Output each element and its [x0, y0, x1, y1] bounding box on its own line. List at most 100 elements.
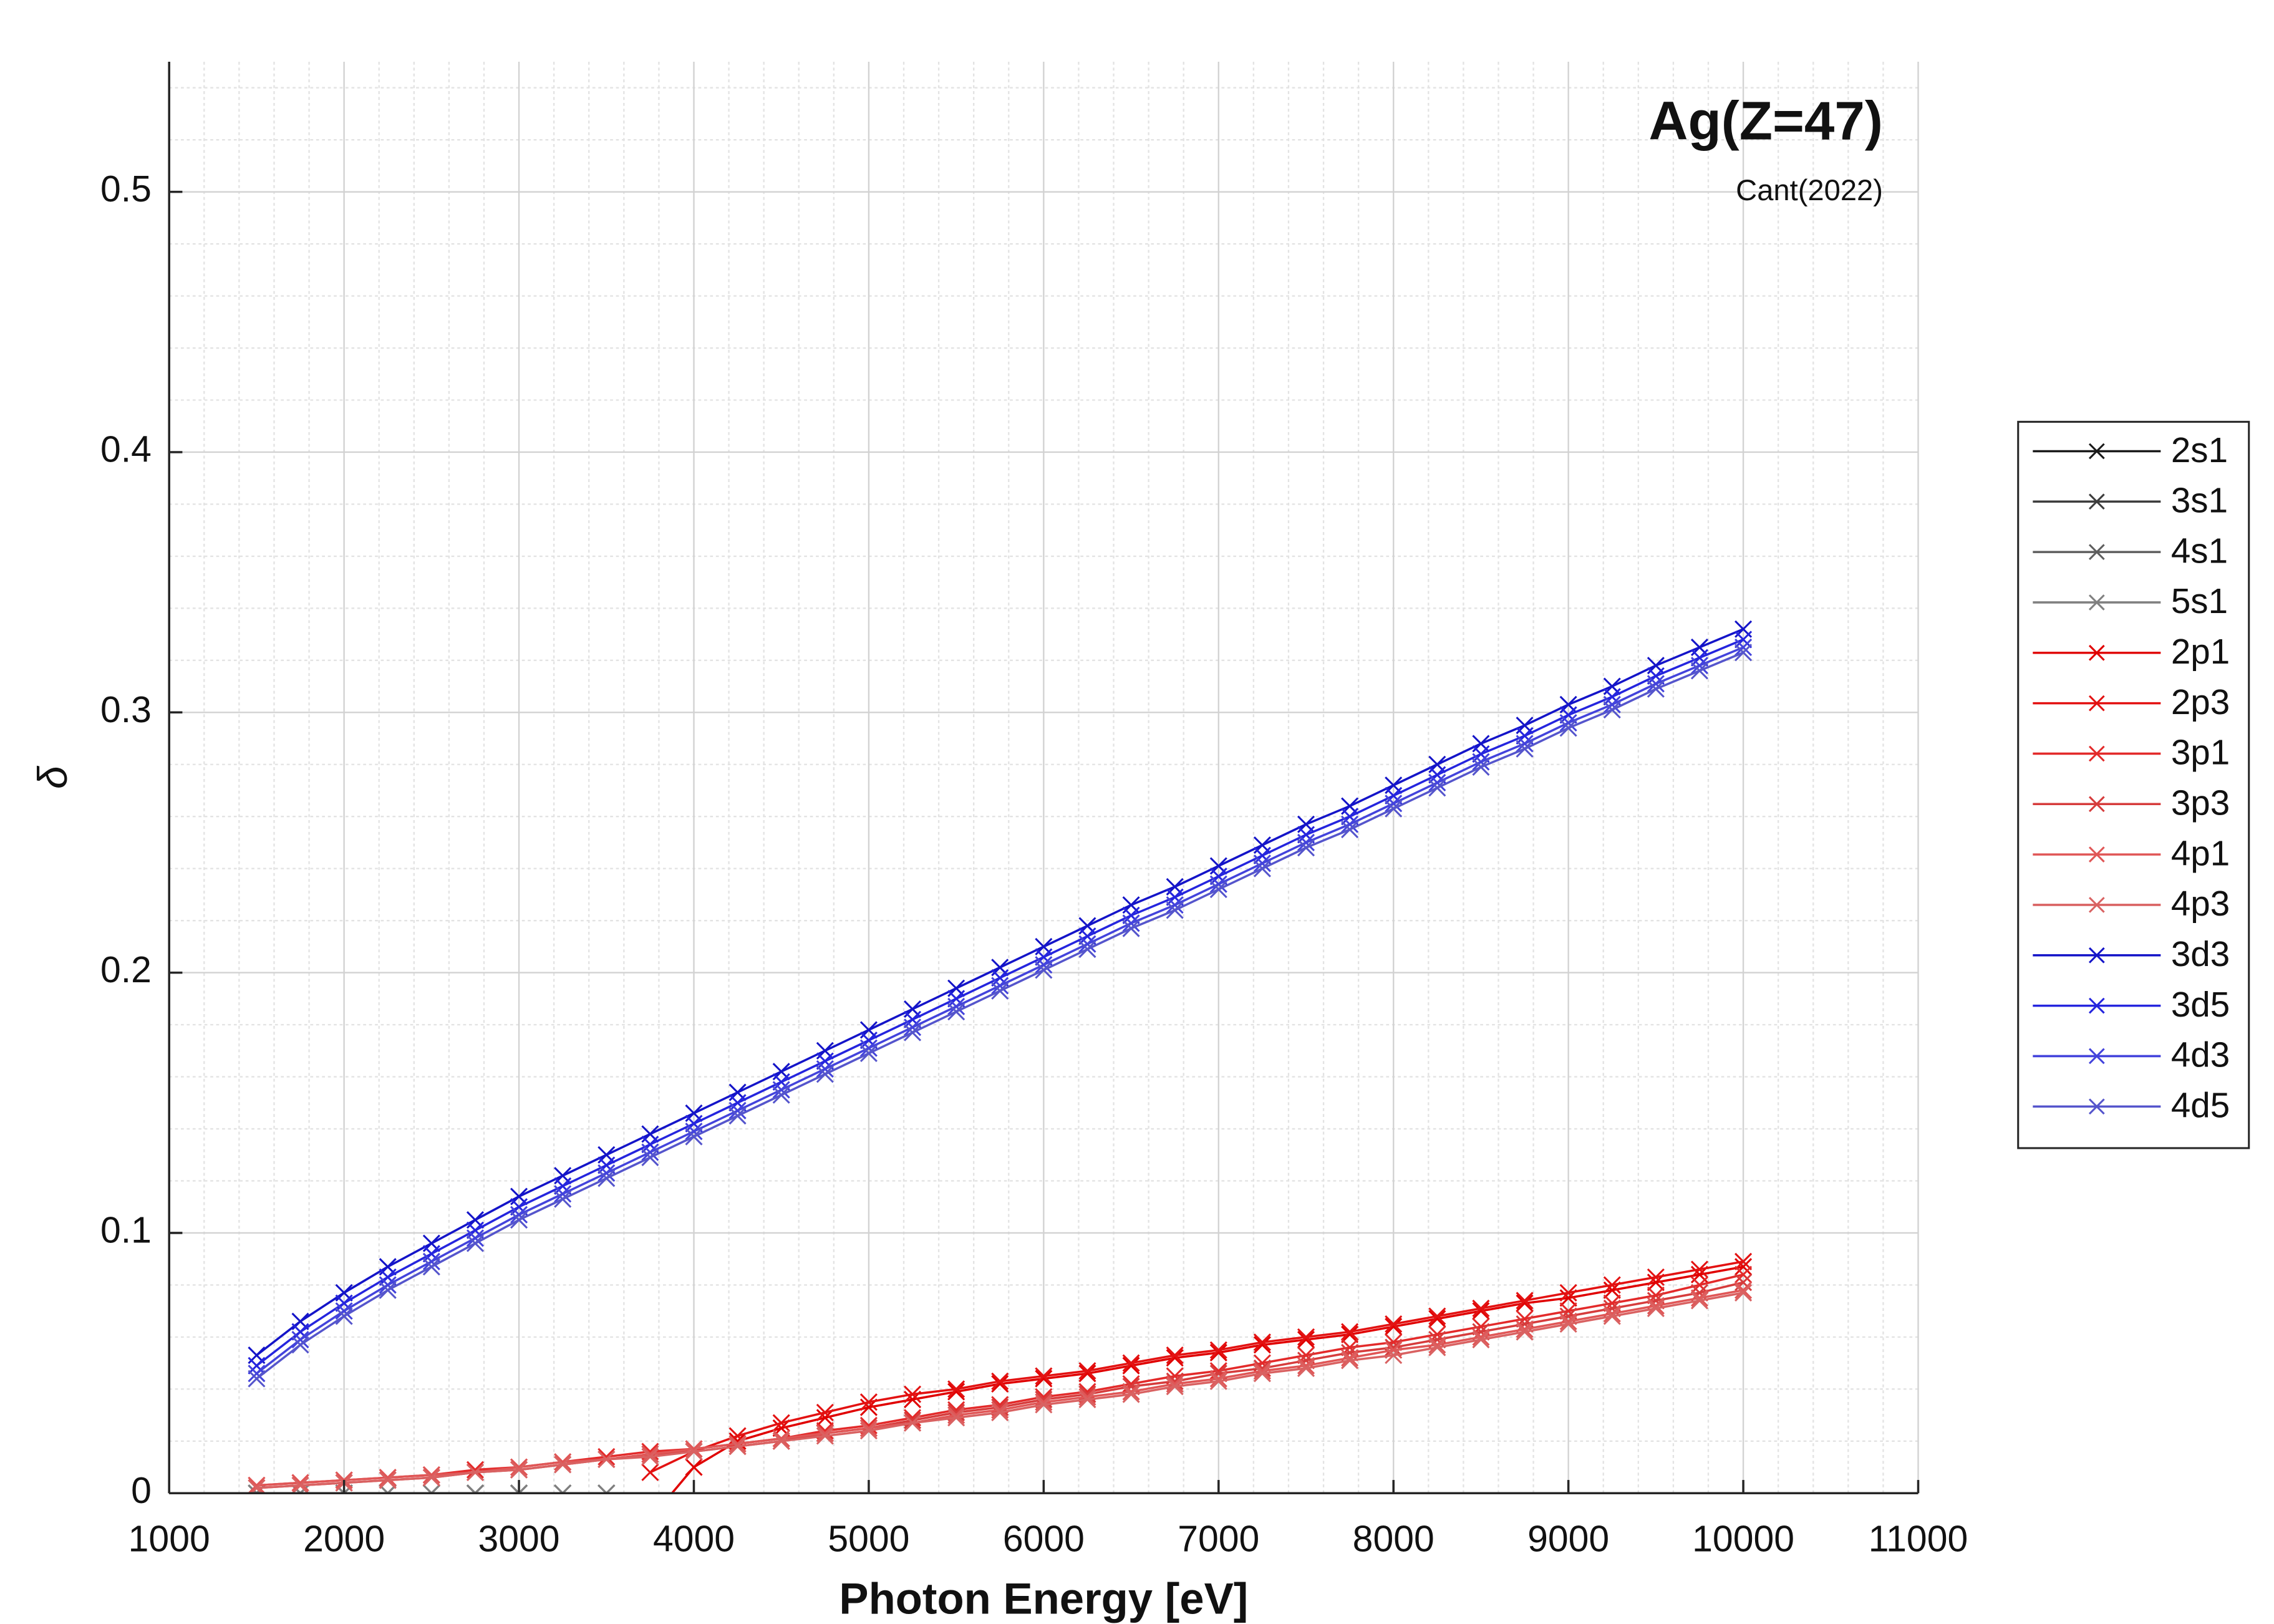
data-marker [248, 1370, 266, 1388]
data-marker [248, 1356, 266, 1375]
data-marker [947, 1383, 965, 1401]
data-marker [1603, 1276, 1621, 1294]
data-marker [248, 1476, 266, 1494]
legend-label: 4s1 [2171, 531, 2228, 570]
data-marker [859, 1422, 878, 1440]
data-marker [1516, 1292, 1534, 1310]
data-marker [598, 1164, 616, 1182]
data-marker [1735, 1283, 1753, 1302]
x-tick-label: 2000 [303, 1519, 385, 1560]
data-marker [1035, 961, 1053, 979]
data-marker [1035, 1367, 1053, 1385]
data-marker [641, 1148, 659, 1166]
data-marker [1122, 1354, 1140, 1372]
data-marker [1209, 1372, 1227, 1390]
x-tick-label: 5000 [828, 1519, 909, 1560]
data-marker [947, 1380, 965, 1398]
data-marker [291, 1474, 309, 1492]
data-marker [859, 1419, 878, 1437]
data-marker [1603, 1307, 1621, 1325]
data-marker [335, 1307, 353, 1325]
data-marker [772, 1414, 790, 1432]
legend-marker [2088, 443, 2105, 460]
legend-label: 3s1 [2171, 481, 2228, 520]
data-marker [1341, 1351, 1359, 1370]
data-marker [1166, 1375, 1184, 1393]
data-marker [1428, 1338, 1446, 1356]
data-marker [1209, 881, 1227, 899]
data-marker [1078, 1388, 1096, 1406]
data-marker [903, 1411, 922, 1429]
data-marker [1735, 638, 1753, 657]
data-marker [598, 1169, 616, 1187]
data-marker [1647, 1297, 1665, 1315]
data-marker [554, 1185, 572, 1203]
data-marker [1428, 1336, 1446, 1354]
data-marker [1735, 1252, 1753, 1270]
x-tick-label: 1000 [128, 1519, 210, 1560]
data-marker [1035, 956, 1053, 974]
data-marker [728, 1434, 747, 1453]
legend-label: 2s1 [2171, 430, 2228, 470]
data-marker [991, 1401, 1009, 1419]
plot-area [248, 620, 1753, 1494]
data-marker [859, 1044, 878, 1063]
data-marker [1078, 940, 1096, 959]
data-marker [1297, 1328, 1315, 1346]
data-marker [1428, 773, 1446, 792]
data-marker [1472, 1302, 1490, 1320]
data-marker [466, 1461, 485, 1479]
data-marker [903, 1385, 922, 1403]
data-marker [947, 1409, 965, 1427]
y-tick-label: 0.3 [100, 690, 152, 730]
y-axis-label: δ [29, 765, 75, 789]
data-marker [248, 1479, 266, 1494]
data-marker [1341, 1325, 1359, 1343]
data-marker [466, 1463, 485, 1481]
data-marker [1690, 1276, 1709, 1294]
x-tick-label: 8000 [1353, 1519, 1435, 1560]
data-marker [1516, 735, 1534, 753]
data-marker [1385, 800, 1403, 818]
data-marker [1603, 695, 1621, 713]
data-marker [1647, 675, 1665, 693]
legend-label: 3d5 [2171, 985, 2230, 1024]
data-marker [291, 1476, 309, 1494]
data-marker [466, 1234, 485, 1252]
data-marker [947, 997, 965, 1015]
data-marker [510, 1211, 528, 1229]
data-marker [1297, 1330, 1315, 1349]
data-marker [728, 1438, 747, 1456]
data-marker [1341, 1349, 1359, 1367]
data-marker [1122, 919, 1140, 937]
data-marker [1690, 657, 1709, 675]
data-marker [1428, 779, 1446, 797]
data-marker [947, 1406, 965, 1424]
legend-marker [2088, 1098, 2105, 1115]
data-marker [728, 1107, 747, 1125]
data-marker [1078, 935, 1096, 953]
data-marker [1122, 1385, 1140, 1403]
legend-marker [2088, 493, 2105, 510]
data-marker [1209, 1370, 1227, 1388]
data-marker [1516, 1320, 1534, 1338]
data-marker [598, 1450, 616, 1469]
data-marker [1472, 758, 1490, 776]
data-marker [1385, 1315, 1403, 1333]
y-tick-label: 0.2 [100, 950, 152, 990]
data-marker [1122, 914, 1140, 932]
data-marker [772, 1429, 790, 1448]
data-marker [422, 1466, 440, 1484]
data-marker [1735, 644, 1753, 662]
data-marker [685, 1443, 703, 1461]
data-marker [1735, 631, 1753, 649]
data-marker [1385, 1346, 1403, 1365]
x-axis-label: Photon Energy [eV] [839, 1573, 1248, 1623]
legend-marker [2088, 846, 2105, 863]
data-marker [991, 1403, 1009, 1421]
data-marker [1341, 821, 1359, 839]
data-marker [816, 1424, 834, 1443]
data-marker [1647, 1299, 1665, 1318]
